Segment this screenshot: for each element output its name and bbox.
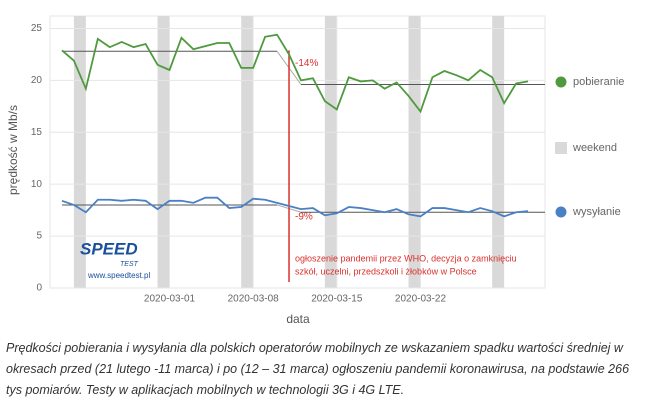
legend-label: weekend bbox=[572, 142, 617, 154]
logo-title: SPEED bbox=[80, 239, 138, 258]
y-tick-label: 15 bbox=[31, 127, 43, 138]
legend-marker bbox=[555, 206, 567, 218]
change-label: -9% bbox=[295, 212, 313, 223]
y-tick-label: 5 bbox=[36, 231, 42, 242]
chart: prędkość w Mb/s data SPEED TEST www.spee… bbox=[6, 15, 624, 326]
legend-marker bbox=[555, 76, 567, 88]
announcement-text: szkół, uczelni, przedszkoli i żłobków w … bbox=[295, 266, 477, 276]
x-tick-label: 2020-03-22 bbox=[395, 294, 447, 305]
weekend-band bbox=[73, 16, 86, 288]
weekend-band bbox=[241, 16, 254, 288]
change-label: -14% bbox=[295, 58, 318, 69]
y-tick-label: 0 bbox=[36, 283, 42, 294]
legend-label: wysyłanie bbox=[572, 206, 621, 218]
legend-marker bbox=[555, 142, 567, 154]
plot-frame bbox=[49, 15, 546, 289]
series-line bbox=[61, 196, 529, 218]
logo-url: www.speedtest.pl bbox=[87, 271, 150, 280]
x-tick-label: 2020-03-15 bbox=[311, 294, 363, 305]
weekend-band bbox=[157, 16, 170, 288]
weekend-band bbox=[492, 16, 505, 288]
weekend-band bbox=[324, 16, 337, 288]
x-axis-label: data bbox=[286, 312, 310, 326]
y-tick-label: 10 bbox=[31, 179, 43, 190]
y-tick-label: 20 bbox=[31, 75, 43, 86]
x-tick-label: 2020-03-01 bbox=[144, 294, 196, 305]
y-axis-label: prędkość w Mb/s bbox=[6, 105, 20, 195]
x-tick-label: 2020-03-08 bbox=[228, 294, 280, 305]
caption: Prędkości pobierania i wysyłania dla pol… bbox=[6, 341, 630, 397]
series-line bbox=[61, 33, 529, 114]
logo-subtitle: TEST bbox=[120, 261, 139, 268]
y-tick-label: 25 bbox=[31, 23, 43, 34]
weekend-band bbox=[408, 16, 421, 288]
legend-label: pobieranie bbox=[573, 76, 624, 88]
announcement-text: ogłoszenie pandemii przez WHO, decyzja o… bbox=[295, 253, 517, 263]
